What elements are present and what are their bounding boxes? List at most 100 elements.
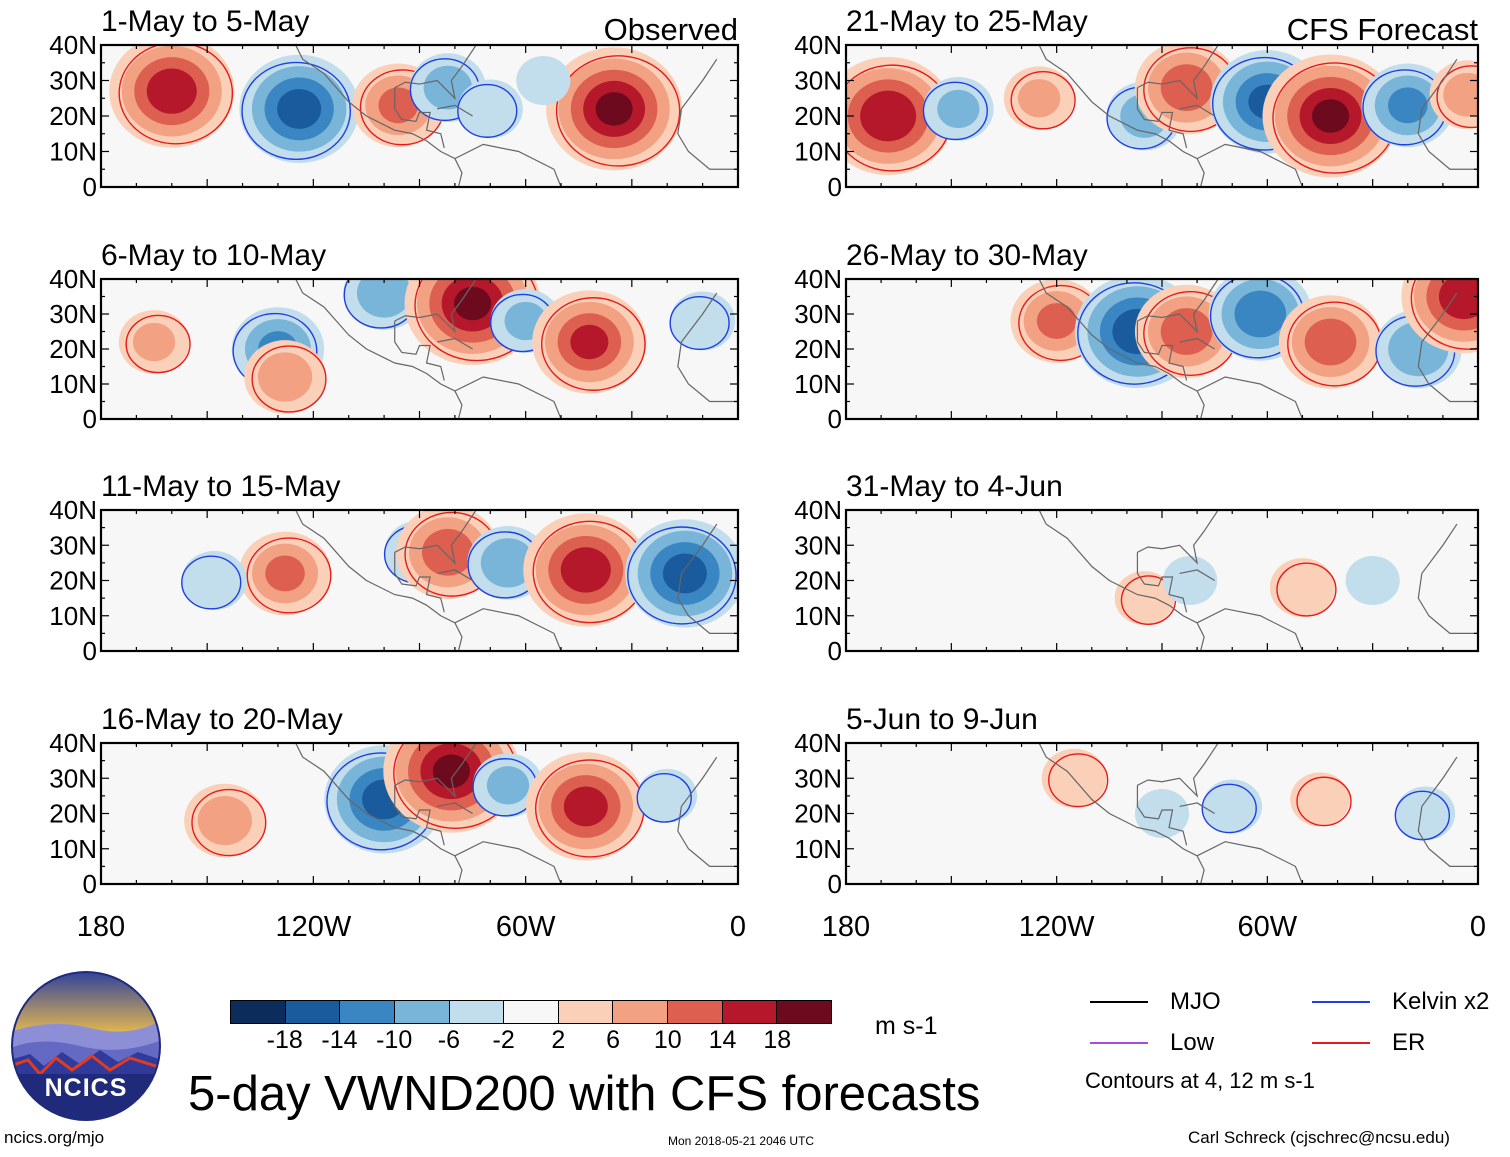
wave-contour: [1276, 562, 1337, 617]
coastline-atlantic: [1137, 510, 1219, 565]
footer-timestamp: Mon 2018-05-21 2046 UTC: [668, 1134, 815, 1148]
positive-anomaly: [132, 322, 176, 362]
x-tick-label: 0: [730, 911, 746, 943]
colorbar-cell: [668, 1001, 723, 1023]
coastline-caribbean: [1179, 569, 1215, 582]
coastline-atlantic: [394, 45, 477, 101]
figure-title: 5-day VWND200 with CFS forecasts: [188, 1067, 981, 1121]
coastline-gulf: [1136, 321, 1188, 381]
coastline-gulf: [1136, 552, 1188, 613]
wave-contour: [1010, 70, 1076, 130]
coastline-pacific: [1038, 510, 1205, 651]
legend-label: ER: [1392, 1029, 1426, 1056]
negative-anomaly: [937, 89, 980, 129]
legend-swatch: [1090, 1001, 1148, 1003]
wave-contour: [246, 537, 332, 614]
coastline-caribbean: [437, 337, 473, 350]
y-tick-label: 40N: [794, 264, 842, 294]
y-tick-label: 40N: [794, 728, 842, 758]
coastline-caribbean: [1179, 104, 1215, 117]
colorbar-tick-label: -10: [376, 1026, 413, 1054]
negative-anomaly: [181, 551, 247, 610]
y-tick-label: 10N: [794, 601, 842, 631]
colorbar-cell: [613, 1001, 669, 1023]
coastline-south-america: [454, 376, 562, 419]
wave-contour: [1048, 753, 1109, 808]
y-tick-label: 40N: [794, 495, 842, 525]
negative-anomaly: [1387, 87, 1428, 124]
footer-url[interactable]: ncics.org/mjo: [4, 1128, 105, 1147]
positive-anomaly: [570, 324, 609, 360]
negative-anomaly: [480, 538, 536, 588]
positive-anomaly: [146, 68, 197, 114]
y-tick-label: 0: [83, 172, 97, 202]
legend-item-low: Low: [1090, 1029, 1290, 1059]
coastline-gulf: [1136, 87, 1188, 149]
panel-title: 11-May to 15-May: [101, 470, 341, 503]
panel-title: 21-May to 25-May: [846, 5, 1088, 38]
x-tick-label: 180: [822, 911, 870, 943]
colorbar-cell: [449, 1001, 505, 1023]
map-panel: [844, 43, 1480, 189]
legend-label: Kelvin x2: [1392, 988, 1490, 1015]
colorbar-cell: [558, 1001, 614, 1023]
wave-contour: [922, 81, 988, 141]
positive-anomaly: [1017, 79, 1061, 118]
colorbar: [230, 1000, 832, 1024]
coastline-atlantic: [1137, 45, 1219, 101]
y-tick-label: 30N: [794, 763, 842, 793]
y-tick-label: 20N: [49, 566, 97, 596]
y-tick-label: 40N: [794, 30, 842, 60]
coastline-atlantic: [394, 510, 477, 565]
coastline-pacific: [295, 279, 463, 419]
y-tick-label: 0: [828, 636, 842, 666]
coastline-pacific: [1038, 743, 1205, 884]
coastline-south-america: [454, 608, 562, 651]
y-tick-label: 40N: [49, 495, 97, 525]
coastline-south-america: [1196, 143, 1304, 187]
positive-anomaly: [1304, 318, 1357, 366]
y-tick-label: 0: [83, 636, 97, 666]
map-panel: [99, 741, 740, 886]
panel-title: 6-May to 10-May: [101, 239, 326, 272]
wave-contour: [457, 83, 518, 138]
positive-anomaly: [1290, 772, 1350, 827]
coastline-africa: [1417, 58, 1478, 170]
y-tick-label: 0: [828, 869, 842, 899]
colorbar-cell: [722, 1001, 778, 1023]
positive-anomaly: [563, 786, 608, 827]
colorbar-tick-label: -2: [492, 1026, 515, 1054]
panel-title: 31-May to 4-Jun: [846, 470, 1063, 503]
coastline-africa: [1417, 523, 1478, 634]
x-tick-label: 60W: [496, 911, 556, 943]
wave-contour: [1410, 279, 1478, 350]
colorbar-tick-label: 10: [653, 1026, 682, 1054]
negative-anomaly: [356, 279, 412, 318]
coastline-africa: [677, 756, 738, 867]
y-tick-label: 40N: [49, 30, 97, 60]
y-tick-label: 30N: [794, 66, 842, 96]
y-tick-label: 10N: [49, 369, 97, 399]
coastline-south-america: [454, 143, 562, 187]
negative-anomaly: [457, 79, 523, 139]
x-tick-label: 180: [77, 911, 125, 943]
y-tick-label: 30N: [49, 66, 97, 96]
legend-item-mjo: MJO: [1090, 988, 1290, 1018]
map-panel: [844, 741, 1480, 886]
map-panels: 40N 30N 20N 10N 0 1-May to 5-May Observed 40N 30…: [49, 5, 1486, 943]
coastline-pacific: [295, 510, 463, 651]
coastline-gulf: [394, 321, 445, 381]
coastline-pacific: [1038, 45, 1205, 187]
coastline-africa: [677, 523, 738, 634]
logo-text: NCICS: [45, 1074, 128, 1102]
y-tick-label: 10N: [49, 601, 97, 631]
y-tick-label: 10N: [794, 834, 842, 864]
positive-anomaly: [595, 92, 633, 126]
negative-anomaly: [1395, 786, 1456, 841]
y-tick-label: 20N: [49, 101, 97, 131]
coastline-africa: [677, 58, 738, 170]
wave-contour: [1296, 776, 1352, 827]
y-tick-label: 40N: [49, 728, 97, 758]
map-panel: [99, 508, 740, 653]
negative-anomaly: [277, 88, 322, 129]
